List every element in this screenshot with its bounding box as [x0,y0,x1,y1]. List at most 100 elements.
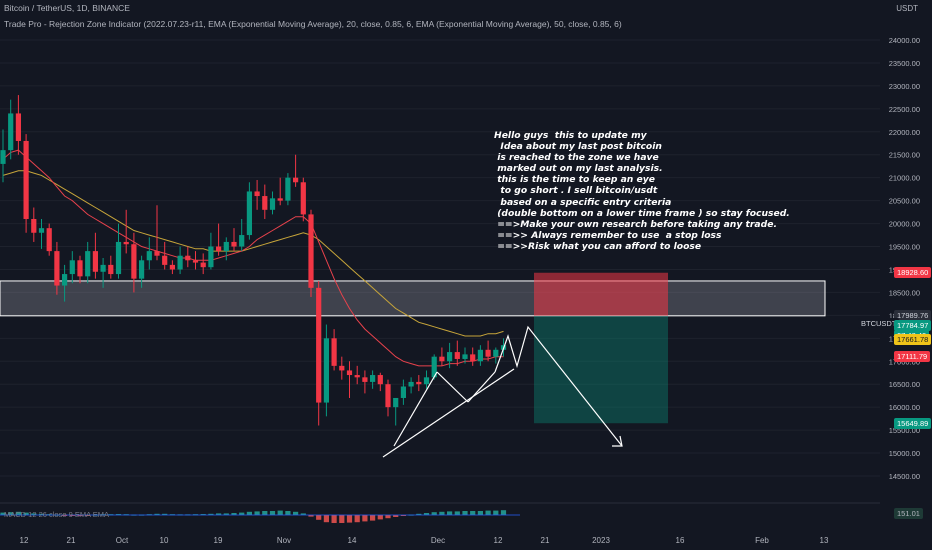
candle-body [346,370,353,376]
macd-bar [500,510,507,515]
symbol-legend[interactable]: Bitcoin / TetherUS, 1D, BINANCE [4,3,130,13]
candle [169,260,175,275]
price-tick-label: 23500.00 [889,59,920,68]
candle-body [246,191,252,236]
macd-bar [62,515,68,516]
macd-bar [354,515,360,523]
wedge-leg[interactable] [467,371,496,403]
take-profit-area[interactable] [534,315,668,424]
macd-bar [77,515,83,516]
analysis-note-line: ==>>Risk what you can afford to loose [494,240,702,252]
candle-body [85,251,91,277]
candle-body [385,384,391,408]
candle [454,340,460,366]
candle [346,361,353,398]
candle [431,354,437,380]
candle [339,356,345,380]
candle [323,324,329,417]
price-grid [0,39,880,477]
time-tick-label: 16 [676,536,685,545]
stop-price-tag: 18928.60 [894,267,932,279]
rejection-zone-box[interactable] [0,280,826,317]
macd-legend[interactable]: MACD 12 26 close 9 EMA EMA [4,510,110,519]
macd-bar [400,515,406,516]
candle [262,184,268,219]
time-tick-label: Nov [277,536,291,545]
time-axis[interactable]: 12 21 Oct 10 19 Nov 14 Dec 12 21 2023 16 Feb 13 [20,536,829,545]
price-tick-label: 23000.00 [889,82,920,91]
macd-bar [69,515,75,516]
candle [54,241,60,295]
candle [370,370,376,389]
ema-20-line [2,149,504,367]
candle [423,370,430,389]
macd-bar [216,513,222,515]
short-position-tool[interactable] [534,272,668,424]
rising-support-line[interactable] [382,368,515,458]
analysis-note[interactable]: Hello guys this to update my Idea about … [494,130,794,252]
time-tick-label: 14 [348,536,357,545]
price-tick-label: 18500.00 [889,288,920,297]
candle-body [377,375,383,385]
stop-loss-area[interactable] [534,272,668,316]
candle-body [54,251,60,286]
wedge-leg[interactable] [393,371,438,447]
candle [31,207,37,242]
candle [416,375,422,392]
macd-bar [385,515,391,519]
price-tick-label: 15000.00 [889,449,920,458]
price-tick-label: 22000.00 [889,128,920,137]
price-tick-label: 20500.00 [889,197,920,206]
macd-bar [416,513,422,515]
analysis-note-line: (double bottom on a lower time frame ) s… [494,207,790,219]
candle [69,251,75,284]
price-tick-label: 16500.00 [889,380,920,389]
macd-bar [485,510,491,515]
wedge-leg[interactable] [436,371,469,403]
candle [108,255,114,279]
candle [362,370,368,394]
candle-body [231,241,237,247]
candle [354,365,360,385]
candle [269,191,276,215]
macd-bar [246,511,252,515]
candle [146,237,152,270]
analysis-note-line: Hello guys this to update my [494,130,647,141]
indicator-legend[interactable]: Trade Pro - Rejection Zone Indicator (20… [4,19,622,29]
analysis-note-line: is reached to the zone we have [494,152,659,164]
macd-bar [223,513,229,515]
candle-body [77,260,83,277]
macd-bar [38,513,45,515]
analysis-note-line: ==>Make your own research before taking … [494,218,777,230]
price-tick-label: 20000.00 [889,220,920,229]
price-tick-label: 24000.00 [889,36,920,45]
projected-path[interactable] [494,325,623,447]
candle [331,329,337,371]
price-axis-unit[interactable]: USDT [896,4,918,13]
candle [62,264,68,302]
ema-50-tag: 17661.78 [894,334,932,346]
candle [316,280,322,426]
trend-drawings[interactable] [382,325,623,458]
candle [477,345,483,366]
macd-bar [262,511,268,515]
candle [162,241,168,270]
candle-body [285,177,291,201]
price-axis[interactable]: 14500.00 15000.00 15500.00 16000.00 16500.00… [889,36,920,481]
time-tick-label: 10 [160,536,169,545]
candle [231,228,237,252]
candle-body [154,251,160,256]
candle [223,237,229,261]
macd-bar [154,513,160,515]
macd-value-tag: 151.01 [894,507,923,519]
macd-bar [200,514,206,516]
time-tick-label: 19 [214,536,223,545]
macd-bar [477,511,483,515]
candle [38,218,45,249]
candle [131,232,137,293]
macd-bar [423,513,430,515]
arrow-head[interactable] [612,435,623,447]
macd-bar [269,511,276,515]
macd-bar [0,512,6,515]
